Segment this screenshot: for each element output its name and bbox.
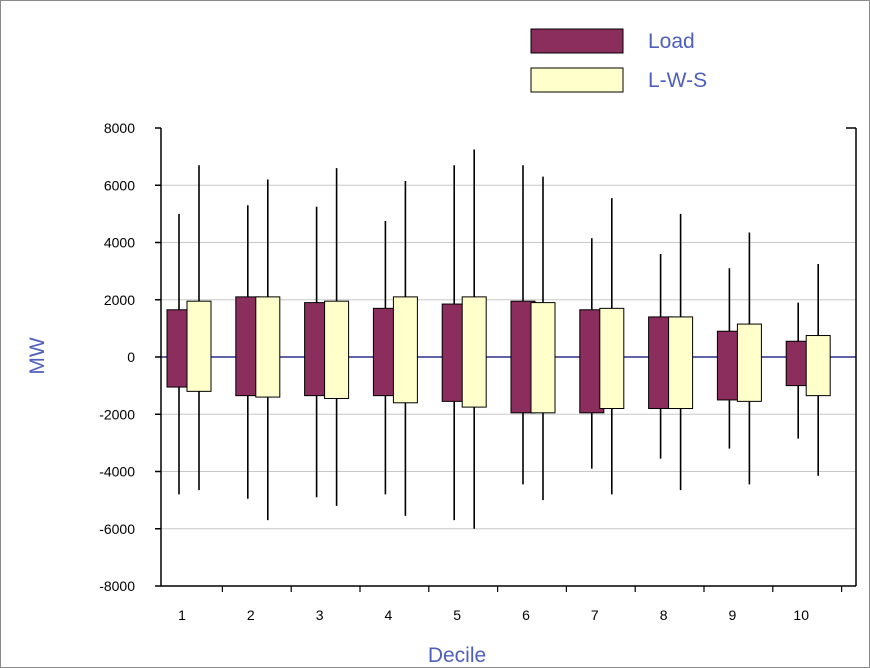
y-tick-label-0: 8000: [104, 120, 135, 136]
boxes: [166, 296, 831, 414]
y-tick-label-8: -8000: [99, 578, 135, 594]
y-axis-ticks: 8000 6000 4000 2000 0 -2000 -4000 -6000 -8000: [99, 120, 161, 594]
box-lws-5: [461, 296, 487, 408]
x-tick-label-4: 4: [385, 607, 393, 623]
x-tick-label-5: 5: [453, 607, 461, 623]
gridlines: [161, 184, 856, 530]
legend-label-load: Load: [648, 30, 695, 53]
box-lws-10: [805, 335, 831, 397]
x-tick-label-1: 1: [178, 607, 186, 623]
box-lws-6: [530, 302, 556, 414]
box-lws-1: [186, 300, 212, 392]
x-axis-ticks: 1 2 3 4 5 6 7 8 9 10: [178, 586, 843, 623]
x-tick-label-3: 3: [316, 607, 324, 623]
box-lws-8: [668, 316, 694, 410]
legend: Load L-W-S: [530, 28, 707, 93]
x-tick-label-2: 2: [247, 607, 255, 623]
x-tick-label-7: 7: [591, 607, 599, 623]
y-tick-label-4: 0: [127, 349, 135, 365]
box-lws-7: [599, 307, 625, 410]
y-tick-label-5: -2000: [99, 406, 135, 422]
legend-label-lws: L-W-S: [648, 69, 707, 92]
y-tick-label-7: -6000: [99, 521, 135, 537]
box-lws-2: [255, 296, 281, 398]
x-tick-label-9: 9: [729, 607, 737, 623]
x-tick-label-6: 6: [522, 607, 530, 623]
y-tick-label-2: 4000: [104, 235, 135, 251]
x-tick-label-8: 8: [660, 607, 668, 623]
box-lws-3: [324, 300, 350, 400]
legend-swatch-lws: [530, 67, 624, 93]
x-tick-label-10: 10: [793, 607, 809, 623]
box-lws-4: [392, 296, 418, 404]
y-axis-title: MW: [26, 337, 49, 374]
x-axis-title: Decile: [428, 644, 486, 667]
box-lws-9: [736, 323, 762, 402]
y-tick-label-6: -4000: [99, 464, 135, 480]
y-tick-label-3: 2000: [104, 292, 135, 308]
y-tick-label-1: 6000: [104, 177, 135, 193]
legend-swatch-load: [530, 28, 624, 54]
